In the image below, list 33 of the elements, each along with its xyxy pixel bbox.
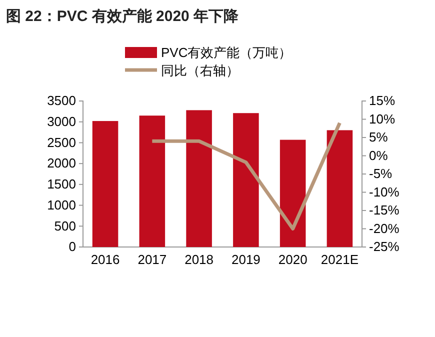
y2-tick-label: -20% <box>369 220 400 236</box>
x-tick-label: 2021E <box>320 252 359 268</box>
y-tick-label: 500 <box>54 218 76 234</box>
y2-tick-label: -25% <box>369 239 400 254</box>
bar <box>92 121 118 247</box>
y2-tick-label: 10% <box>369 111 396 126</box>
bar <box>139 116 166 247</box>
bar <box>326 130 353 247</box>
x-tick-label: 2017 <box>138 252 167 268</box>
y-tick-label: 3000 <box>47 114 76 130</box>
bar <box>233 113 259 247</box>
x-tick-label: 2018 <box>184 252 214 268</box>
x-tick-label: 2016 <box>90 252 120 268</box>
legend-label: PVC有效产能（万吨） <box>161 45 292 60</box>
bar <box>186 110 212 247</box>
y-tick-label: 1000 <box>47 197 76 212</box>
y-tick-label: 1500 <box>47 176 76 192</box>
y-tick-label: 0 <box>68 239 76 254</box>
x-tick-label: 2020 <box>278 252 308 268</box>
y-tick-label: 2500 <box>47 134 76 150</box>
x-tick-label: 2019 <box>231 252 260 268</box>
y2-tick-label: -5% <box>369 166 393 182</box>
y-tick-label: 2000 <box>47 156 76 171</box>
y-tick-label: 3500 <box>47 93 76 108</box>
y2-tick-label: -10% <box>369 184 400 200</box>
y2-tick-label: 15% <box>369 93 396 108</box>
bar <box>280 140 306 247</box>
line-series <box>150 121 342 230</box>
y2-tick-label: 5% <box>369 130 388 145</box>
y2-tick-label: 0% <box>369 148 388 163</box>
y2-tick-label: -15% <box>369 202 400 218</box>
legend-label: 同比（右轴） <box>161 63 239 78</box>
chart-title: 图 22：PVC 有效产能 2020 年下降 <box>6 8 240 25</box>
